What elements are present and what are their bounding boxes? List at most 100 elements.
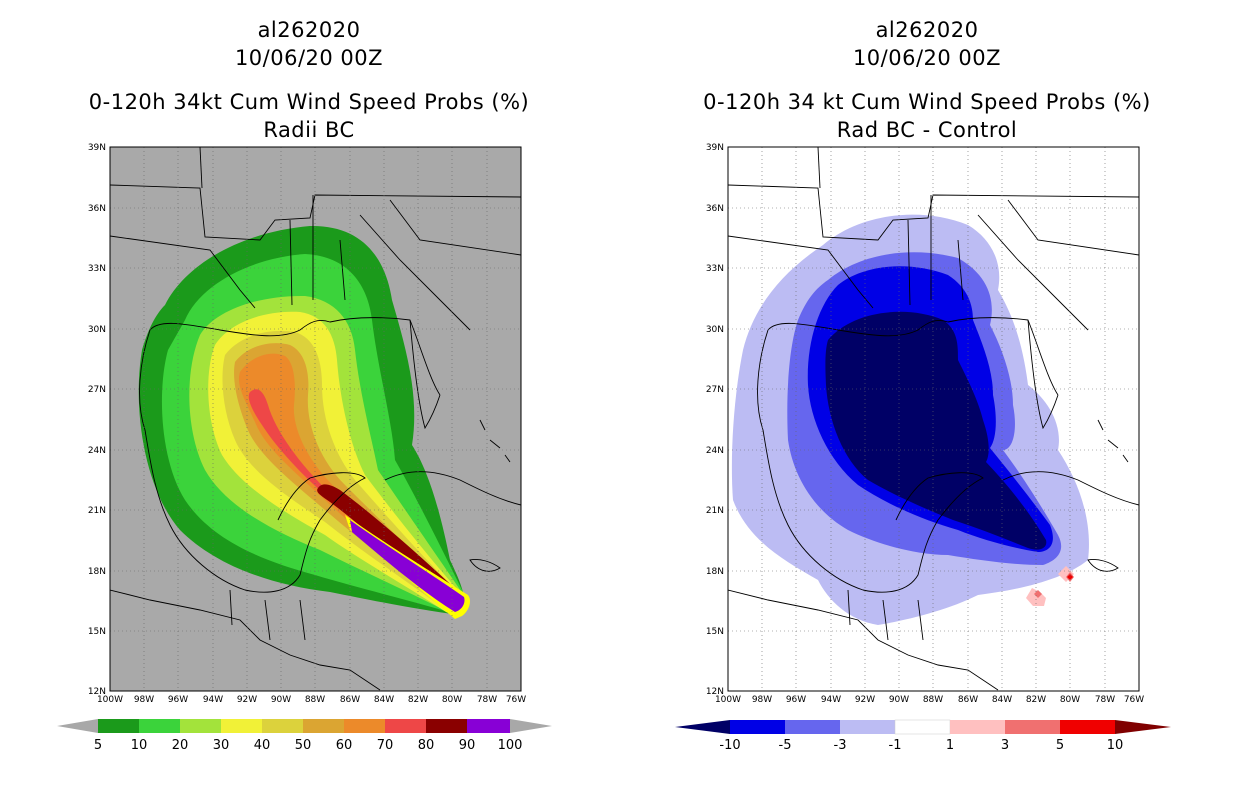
cbar-label: 1 (946, 738, 954, 753)
lat-label: 27N (706, 385, 724, 395)
lon-label: 82W (408, 695, 428, 705)
right-lon-axis: 100W 98W 96W 94W 92W 90W 88W 86W 84W 82W… (715, 695, 1144, 705)
cbar-label: 50 (295, 738, 312, 753)
cbar-label: 5 (94, 738, 102, 753)
right-colorbar: -10 -5 -3 -1 1 3 5 10 (675, 719, 1171, 753)
cbar-swatch (262, 719, 303, 733)
lon-label: 96W (786, 695, 806, 705)
lat-label: 30N (88, 325, 106, 335)
cbar-swatch (730, 720, 785, 734)
contour-100 (350, 520, 465, 612)
lon-label: 86W (340, 695, 360, 705)
right-coastlines (728, 147, 1139, 691)
lon-label: 96W (168, 695, 188, 705)
right-date: 10/06/20 00Z (852, 46, 1002, 70)
lat-label: 39N (88, 143, 106, 153)
lon-label: 90W (271, 695, 291, 705)
lon-label: 98W (134, 695, 154, 705)
left-gridlines (110, 147, 521, 691)
cbar-label: 80 (418, 738, 435, 753)
lon-label: 94W (821, 695, 841, 705)
cbar-swatch (785, 720, 840, 734)
cbar-swatch (98, 719, 139, 733)
lon-label: 78W (477, 695, 497, 705)
lon-label: 92W (855, 695, 875, 705)
cbar-label: 90 (459, 738, 476, 753)
right-storm-id: al262020 (875, 18, 979, 42)
diff-contour-minus-10 (825, 311, 1047, 550)
cbar-label: -1 (889, 738, 902, 753)
cbar-label: 100 (498, 738, 523, 753)
left-colorbar-left-end (57, 719, 98, 733)
lat-label: 24N (88, 446, 106, 456)
left-lat-axis: 39N 36N 33N 30N 27N 24N 21N 18N 15N 12N (88, 143, 106, 697)
cbar-swatch (221, 719, 262, 733)
cbar-label: 10 (131, 738, 148, 753)
lon-label: 80W (1060, 695, 1080, 705)
cbar-label: 30 (213, 738, 230, 753)
cbar-swatch (385, 719, 426, 733)
right-main-title: 0-120h 34 kt Cum Wind Speed Probs (%) (703, 90, 1151, 114)
lon-label: 100W (97, 695, 123, 705)
left-date: 10/06/20 00Z (234, 46, 384, 70)
lon-label: 80W (442, 695, 462, 705)
left-main-title: 0-120h 34kt Cum Wind Speed Probs (%) (88, 90, 530, 114)
cbar-label: 10 (1107, 738, 1124, 753)
right-colorbar-left-end (675, 720, 730, 734)
lon-label: 82W (1026, 695, 1046, 705)
lat-label: 21N (706, 506, 724, 516)
cbar-swatch (426, 719, 467, 733)
left-colorbar: 5 10 20 30 40 50 60 70 80 90 100 (57, 719, 552, 753)
lat-label: 18N (88, 567, 106, 577)
cbar-swatch (1005, 720, 1060, 734)
lat-label: 24N (706, 446, 724, 456)
cbar-label: 70 (377, 738, 394, 753)
lon-label: 88W (305, 695, 325, 705)
lat-label: 15N (88, 627, 106, 637)
lat-label: 30N (706, 325, 724, 335)
right-gridlines (728, 147, 1139, 691)
lon-label: 84W (374, 695, 394, 705)
cbar-label: 60 (336, 738, 353, 753)
cbar-label: 5 (1056, 738, 1064, 753)
diff-contour-plus-10 (1067, 574, 1073, 580)
cbar-label: 40 (254, 738, 271, 753)
left-colorbar-right-end (510, 719, 552, 733)
cbar-label: -5 (779, 738, 792, 753)
right-subtitle: Rad BC - Control (836, 118, 1018, 142)
right-map-panel: al262020 10/06/20 00Z 0-120h 34 kt Cum W… (618, 0, 1236, 800)
lat-label: 39N (706, 143, 724, 153)
cbar-label: 20 (172, 738, 189, 753)
lon-label: 78W (1095, 695, 1115, 705)
right-difference-map: 39N 36N 33N 30N 27N 24N 21N 18N 15N 12N … (706, 143, 1144, 705)
cbar-swatch (840, 720, 895, 734)
left-subtitle: Radii BC (263, 118, 355, 142)
lat-label: 33N (88, 264, 106, 274)
lat-label: 12N (88, 687, 106, 697)
lat-label: 15N (706, 627, 724, 637)
cbar-label: -3 (834, 738, 847, 753)
left-storm-id: al262020 (257, 18, 361, 42)
lat-label: 21N (88, 506, 106, 516)
right-colorbar-right-end (1115, 720, 1171, 734)
cbar-label: -10 (719, 738, 740, 753)
lat-label: 36N (88, 204, 106, 214)
lon-label: 76W (1124, 695, 1144, 705)
lat-label: 27N (88, 385, 106, 395)
lon-label: 84W (992, 695, 1012, 705)
cbar-swatch (467, 719, 510, 733)
right-map-frame (727, 146, 1140, 692)
cbar-swatch (950, 720, 1005, 734)
lat-label: 36N (706, 204, 724, 214)
lon-label: 86W (958, 695, 978, 705)
cbar-swatch (894, 719, 951, 735)
cbar-swatch (303, 719, 344, 733)
cbar-swatch (180, 719, 221, 733)
lon-label: 90W (889, 695, 909, 705)
lon-label: 76W (506, 695, 526, 705)
lon-label: 94W (203, 695, 223, 705)
left-probability-map: 39N 36N 33N 30N 27N 24N 21N 18N 15N 12N … (88, 143, 526, 705)
lat-label: 12N (706, 687, 724, 697)
cbar-swatch (1060, 720, 1115, 734)
right-lat-axis: 39N 36N 33N 30N 27N 24N 21N 18N 15N 12N (706, 143, 724, 697)
